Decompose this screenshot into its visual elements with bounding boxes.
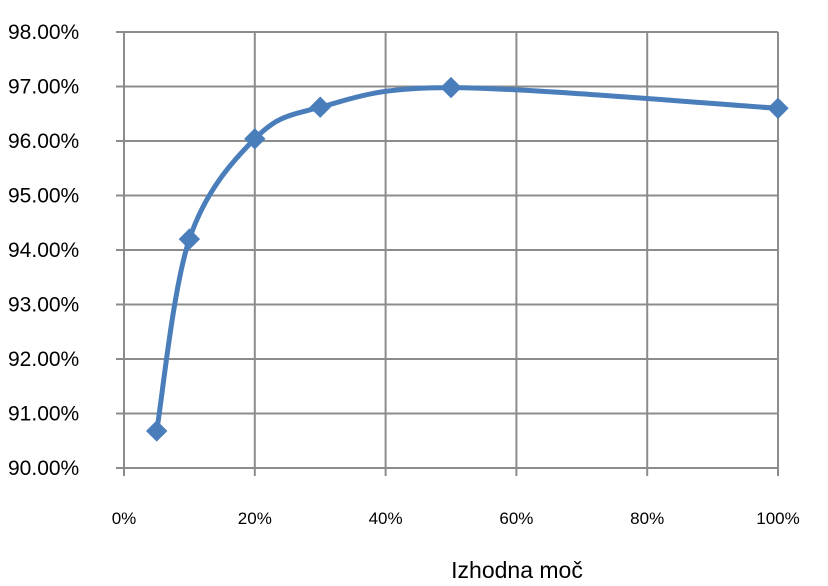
data-point-marker: [440, 76, 462, 99]
x-tick-label: 60%: [499, 509, 533, 528]
data-point-marker: [178, 228, 201, 250]
y-tick-label: 95.00%: [8, 185, 79, 208]
x-tick-label: 20%: [238, 509, 272, 528]
x-tick-label: 80%: [630, 509, 664, 528]
series-line: [154, 85, 781, 434]
y-tick-label: 96.00%: [8, 130, 79, 153]
data-point-marker: [145, 420, 168, 442]
x-axis-ticks: 0% 20% 40% 60% 80% 100%: [112, 509, 800, 528]
x-tick-label: 100%: [756, 509, 799, 528]
data-point-marker: [767, 97, 789, 120]
data-point-marker: [244, 128, 266, 150]
series-markers: [145, 76, 789, 442]
x-tick-label: 0%: [112, 509, 137, 528]
y-tick-label: 91.00%: [8, 403, 79, 426]
y-tick-label: 97.00%: [8, 76, 79, 99]
y-tick-label: 92.00%: [8, 348, 79, 371]
y-tick-label: 94.00%: [8, 239, 79, 262]
y-axis-ticks: 90.00% 91.00% 92.00% 93.00% 94.00% 95.00% 96.0…: [8, 21, 79, 480]
x-tick-label: 40%: [369, 509, 403, 528]
x-axis-label: Izhodna moč: [451, 557, 583, 583]
plot-grid: [116, 31, 779, 476]
y-tick-label: 93.00%: [8, 294, 79, 317]
y-tick-label: 98.00%: [8, 21, 79, 44]
data-point-marker: [309, 96, 331, 118]
y-tick-label: 90.00%: [8, 457, 79, 480]
